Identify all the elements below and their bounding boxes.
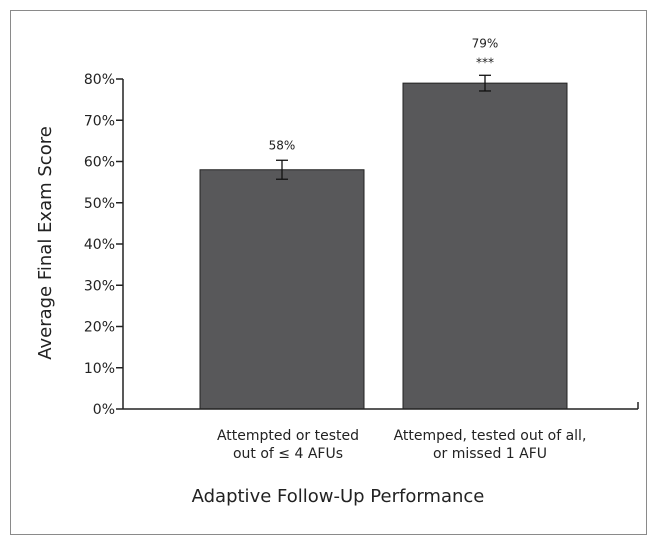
- y-tick-label: 30%: [84, 278, 115, 294]
- bar: [402, 82, 568, 410]
- x-axis-title: Adaptive Follow-Up Performance: [192, 486, 485, 507]
- y-tick-label: 10%: [84, 361, 115, 377]
- data-label: 58%: [269, 138, 296, 152]
- significance-annotation: ***: [476, 55, 494, 69]
- x-category-label: Attempted or tested: [217, 428, 359, 444]
- data-labels: 58% 79% ***: [269, 36, 499, 152]
- data-label: 79%: [472, 36, 499, 50]
- y-tick-label: 0%: [93, 402, 115, 418]
- y-tick-label: 40%: [84, 237, 115, 253]
- x-category-label: out of ≤ 4 AFUs: [233, 446, 343, 462]
- error-bar: [276, 159, 288, 180]
- bars: [199, 82, 568, 410]
- y-tick-label: 50%: [84, 196, 115, 212]
- y-axis-ticks: 0% 10% 20% 30% 40% 50% 60% 70% 80%: [84, 72, 123, 418]
- x-category-labels: Attempted or tested out of ≤ 4 AFUs Attemp…: [217, 428, 586, 462]
- error-bars: [276, 74, 491, 180]
- y-tick-label: 70%: [84, 113, 115, 129]
- x-category-label: Attemped, tested out of all,: [394, 428, 587, 444]
- y-tick-label: 80%: [84, 72, 115, 88]
- x-category-label: or missed 1 AFU: [433, 446, 547, 462]
- y-tick-label: 60%: [84, 155, 115, 171]
- y-axis-title: Average Final Exam Score: [35, 126, 56, 360]
- bar: [199, 169, 365, 410]
- y-tick-label: 20%: [84, 320, 115, 336]
- error-bar: [479, 74, 491, 92]
